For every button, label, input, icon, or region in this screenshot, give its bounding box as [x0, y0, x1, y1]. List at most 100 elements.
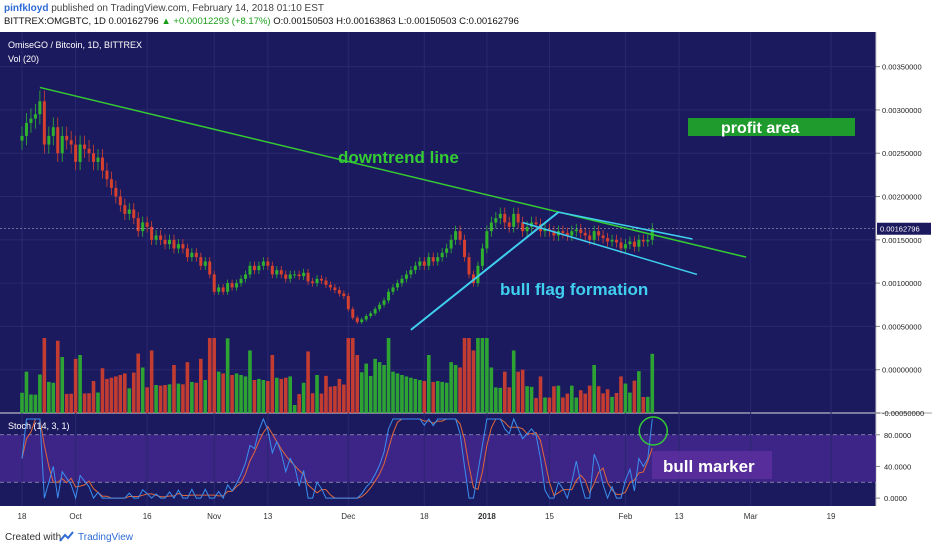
volume-bar — [485, 338, 489, 413]
volume-bar — [221, 373, 225, 413]
time-tick-label: 13 — [675, 512, 684, 521]
volume-bar — [20, 392, 24, 413]
candle-body — [449, 239, 453, 249]
candle-body — [109, 179, 113, 188]
time-tick-label: 2018 — [478, 512, 496, 521]
volume-bar — [123, 373, 127, 413]
volume-bar — [181, 384, 185, 413]
volume-bar — [570, 385, 574, 413]
volume-bar — [453, 365, 458, 413]
volume-bar — [355, 355, 360, 413]
volume-bar — [87, 393, 91, 413]
volume-bar — [230, 375, 234, 413]
volume-bar — [239, 375, 243, 413]
volume-bar — [435, 381, 440, 413]
candle-body — [445, 248, 449, 253]
volume-bar — [328, 386, 333, 413]
candle-body — [311, 281, 315, 284]
volume-bar — [60, 357, 65, 413]
candle-body — [597, 231, 601, 236]
chart-title: OmiseGO / Bitcoin, 1D, BITTREX — [8, 40, 142, 50]
volume-bar — [82, 393, 87, 413]
volume-bar — [507, 387, 512, 413]
volume-bar — [418, 380, 422, 413]
tradingview-brand[interactable]: TradingView — [78, 532, 134, 543]
volume-bar — [96, 392, 100, 413]
volume-bar — [185, 362, 190, 413]
volume-bar — [154, 385, 158, 413]
candle-body — [141, 222, 145, 232]
publish-header: pinfkloyd published on TradingView.com, … — [0, 0, 932, 30]
volume-bar — [480, 338, 485, 413]
bull-flag-label: bull flag formation — [500, 280, 648, 299]
candle-body — [440, 252, 444, 258]
volume-bar — [543, 397, 547, 413]
volume-bar — [449, 362, 453, 413]
created-with-text: Created with — [5, 532, 62, 543]
volume-bar — [605, 389, 610, 413]
candle-body — [172, 239, 176, 249]
candle-body — [51, 127, 55, 136]
volume-bar — [257, 378, 261, 413]
candle-body — [275, 270, 279, 275]
candle-body — [266, 261, 270, 266]
candle-body — [96, 157, 100, 162]
price-chart[interactable]: 0.00350000 0.00300000 0.00250000 0.00200000… — [0, 32, 932, 526]
chart-background — [0, 32, 876, 506]
volume-bar — [601, 393, 605, 413]
bull-marker-box — [652, 451, 772, 479]
candle-body — [534, 222, 538, 225]
volume-bar — [494, 387, 498, 413]
volume-bar — [73, 358, 78, 413]
candle-body — [24, 122, 28, 136]
volume-bar — [248, 350, 252, 413]
volume-bar — [565, 393, 570, 413]
volume-bar — [33, 394, 38, 413]
volume-bar — [145, 387, 149, 413]
candle-body — [543, 229, 547, 232]
volume-bar — [118, 375, 123, 413]
volume-bar — [29, 394, 33, 413]
candle-body — [337, 290, 341, 294]
candle-body — [606, 238, 610, 242]
candle-body — [261, 261, 265, 266]
volume-bar — [69, 393, 73, 413]
volume-bar — [288, 376, 292, 413]
candle-body — [369, 313, 373, 317]
profit-area-label: profit area — [721, 120, 799, 137]
candle-body — [431, 257, 435, 262]
candle-body — [315, 278, 319, 284]
candle-body — [382, 300, 386, 305]
volume-bar — [395, 373, 400, 413]
price-axis-panel — [876, 32, 932, 506]
volume-bar — [333, 386, 337, 413]
volume-bar — [38, 374, 42, 413]
candle-body — [328, 284, 332, 288]
flag-upper-line — [558, 211, 693, 240]
volume-bar — [24, 371, 29, 413]
price-tick-label: 0.00200000 — [882, 193, 922, 202]
candle-body — [422, 261, 426, 266]
volume-bar — [413, 378, 418, 413]
footer: Created with TradingView — [0, 526, 932, 550]
volume-bar — [225, 338, 230, 413]
volume-bar — [400, 375, 404, 413]
candle-body — [512, 213, 516, 227]
candle-body — [92, 153, 96, 162]
candle-body — [619, 242, 623, 249]
candle-body — [574, 229, 578, 232]
time-tick-label: Dec — [341, 512, 355, 521]
volume-bar — [404, 376, 409, 413]
candle-body — [235, 283, 239, 288]
candle-body — [20, 135, 24, 141]
volume-bar — [444, 382, 449, 413]
volume-bar — [368, 375, 373, 413]
volume-bar — [207, 338, 212, 413]
candle-body — [132, 209, 136, 219]
volume-bar — [274, 377, 279, 413]
volume-bar — [641, 397, 646, 413]
volume-bar — [283, 377, 288, 413]
author-link[interactable]: pinfkloyd — [4, 3, 49, 14]
volume-bar — [100, 368, 105, 413]
candle-body — [136, 218, 140, 232]
